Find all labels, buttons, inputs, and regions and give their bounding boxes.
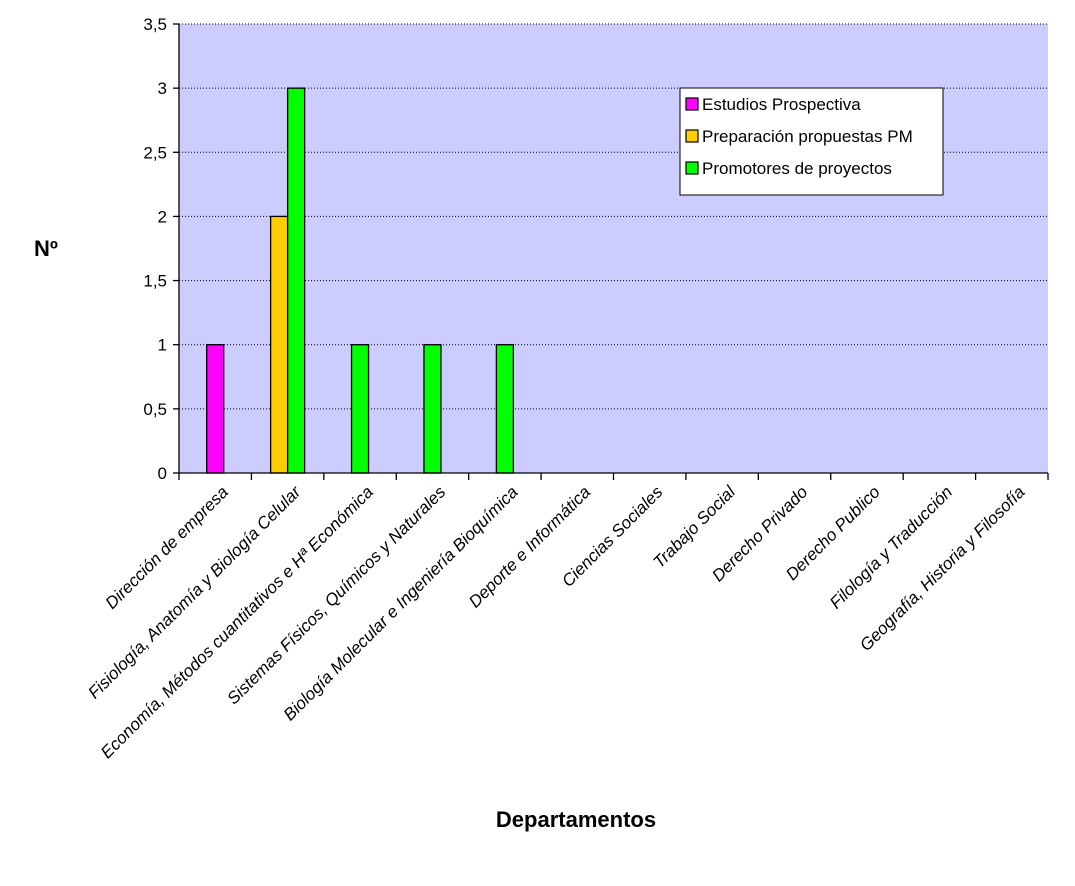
x-tick-label: Deporte e Informática (465, 482, 594, 611)
bar (495, 344, 515, 474)
y-tick-labels: 0 0,5 1 1,5 2 2,5 3 3,5 (143, 15, 167, 483)
y-tick-label: 2,5 (143, 143, 167, 162)
x-axis-title: Departamentos (496, 807, 656, 832)
bar (423, 344, 442, 474)
legend-swatch (685, 161, 699, 175)
bar (269, 215, 289, 474)
y-tick-label: 1,5 (143, 272, 167, 291)
legend-label: Promotores de proyectos (702, 159, 892, 178)
bar (206, 344, 225, 474)
y-tick-label: 3,5 (143, 15, 167, 34)
legend-label: Estudios Prospectiva (702, 95, 861, 114)
legend-box (679, 87, 944, 196)
legend: Estudios Prospectiva Preparación propuest… (679, 87, 944, 196)
y-tick-label: 0,5 (143, 400, 167, 419)
y-axis-title: Nº (34, 236, 58, 261)
y-tick-label: 2 (158, 207, 167, 226)
bar (350, 344, 370, 474)
x-tick-label: Economía, Métodos cuantitativos e Hª Eco… (97, 482, 377, 762)
bar (286, 87, 306, 474)
legend-swatch (685, 129, 699, 143)
y-tick-label: 0 (158, 464, 167, 483)
x-tick-label: Filología y Traducción (826, 482, 956, 612)
legend-swatch (685, 97, 699, 111)
gridlines (179, 23, 1048, 410)
legend-label: Preparación propuestas PM (702, 127, 913, 146)
y-tick-label: 1 (158, 336, 167, 355)
axes (173, 23, 1049, 480)
y-tick-label: 3 (158, 79, 167, 98)
x-tick-label: Dirección de empresa (102, 482, 232, 612)
